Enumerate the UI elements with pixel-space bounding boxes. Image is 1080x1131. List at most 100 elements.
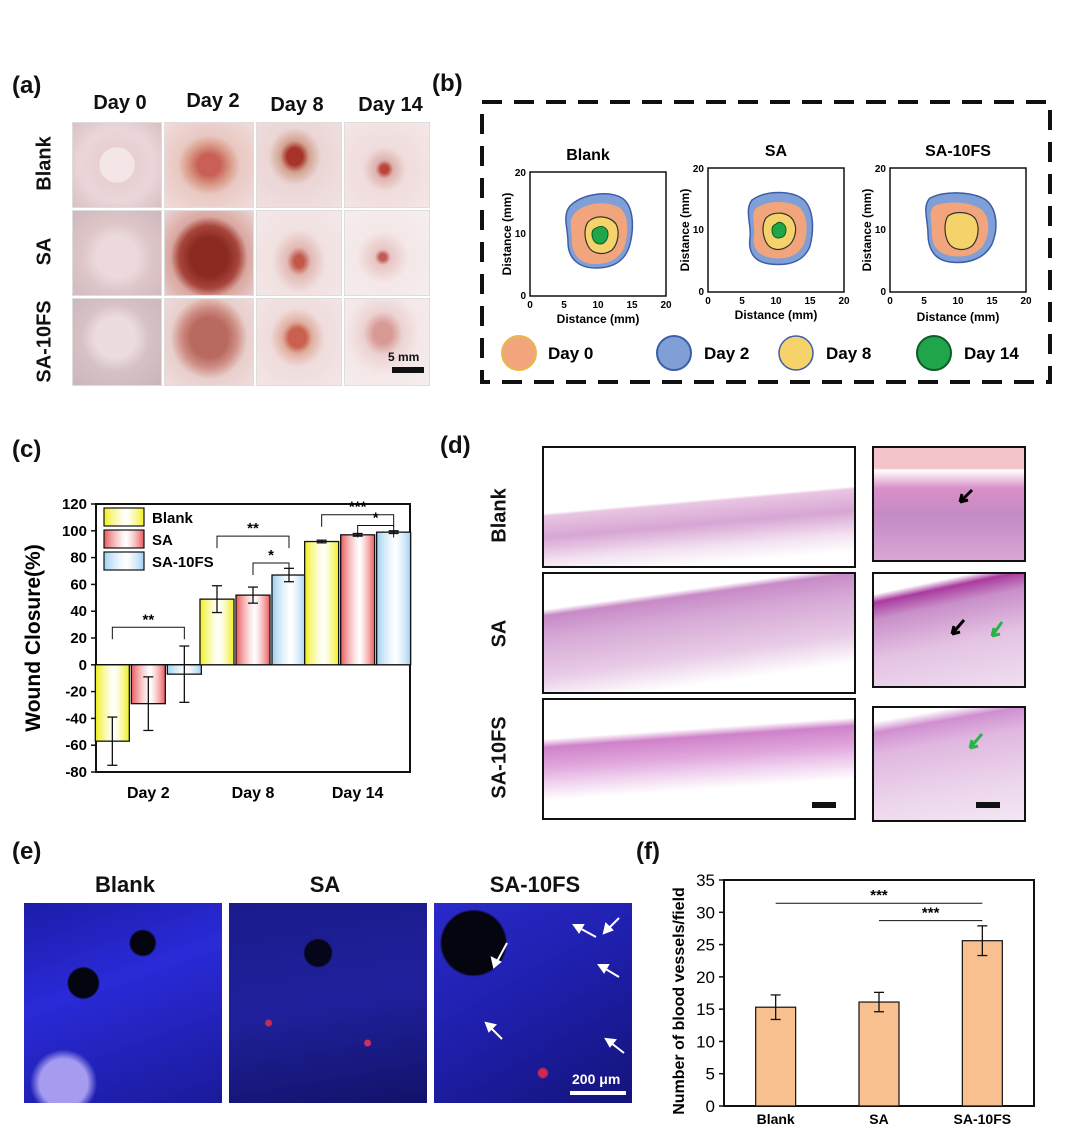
chart-c-legend-label: SA [152, 532, 173, 549]
chart-f-category-label: SA [869, 1111, 888, 1127]
chart-f-category-label: Blank [757, 1111, 795, 1127]
chart-c-bar [199, 598, 235, 666]
chart-c-significance-label: ** [142, 611, 154, 628]
chart-f-ylabel: Number of blood vessels/field [671, 887, 688, 1115]
chart-c-significance-label: *** [349, 499, 367, 516]
tick-y-20-sa10fs: 20 [875, 164, 887, 175]
chart-c-significance-label: * [373, 509, 379, 526]
chart-f-ytick-label: 35 [696, 871, 715, 890]
histology-row-label-sa10fs: SA-10FS [488, 716, 511, 799]
chart-f-significance-label: *** [922, 905, 940, 922]
legend-label-day8: Day 8 [826, 344, 871, 363]
panel-label-d: (d) [440, 432, 471, 459]
tick-y-10-blank: 10 [515, 229, 527, 240]
chart-c-legend-swatch [103, 529, 145, 549]
xlabel-sa10fs: Distance (mm) [917, 310, 1000, 324]
chart-c-legend-swatch [103, 551, 145, 571]
chart-f-ytick-label: 25 [696, 936, 715, 955]
histology-sa-overview [542, 572, 856, 694]
ylabel-sa10fs: Distance (mm) [860, 189, 874, 272]
arrow-green-icon [990, 621, 1004, 638]
fluor-title-blank: Blank [95, 872, 155, 897]
wound-photo-sa10fs-day8 [256, 298, 342, 386]
histology-sa10fs-zoom [872, 706, 1026, 822]
tick-y-10-sa10fs: 10 [875, 225, 887, 236]
fluor-scale-label: 200 μm [572, 1071, 621, 1087]
fluorescence-blank [24, 903, 222, 1103]
wound-photo-sa10fs-day2 [164, 298, 254, 386]
histology-sa-zoom [872, 572, 1026, 688]
chart-c-ytick-label: -20 [65, 684, 87, 701]
chart-c-significance-bracket [216, 535, 290, 549]
chart-c-legend-label: SA-10FS [152, 554, 214, 571]
tick-x-10-sa: 10 [770, 296, 782, 307]
tick-x-15-blank: 15 [626, 300, 638, 311]
wound-photo-blank-day2 [164, 122, 254, 208]
chart-f-category-label: SA-10FS [954, 1111, 1012, 1127]
chart-c-ytick-label: -80 [65, 764, 87, 781]
tick-y-10-sa: 10 [693, 225, 705, 236]
tick-y-20-blank: 20 [515, 168, 527, 179]
wound-photo-sa10fs-day0 [72, 298, 162, 386]
wound-photo-blank-day0 [72, 122, 162, 208]
wound-photo-sa-day14 [344, 210, 430, 296]
contour-blank-day14 [591, 225, 609, 245]
tick-x-5-sa: 5 [739, 296, 745, 307]
chart-c-significance-label: ** [247, 520, 259, 537]
chart-c-category-label: Day 2 [127, 785, 170, 802]
scale-label-5mm: 5 mm [388, 350, 420, 364]
chart-c-significance-bracket [111, 626, 185, 640]
tick-x-20-sa10fs: 20 [1020, 296, 1032, 307]
column-header-day0: Day 0 [93, 92, 147, 114]
column-header-day8: Day 8 [270, 94, 324, 116]
xlabel-blank: Distance (mm) [557, 312, 640, 326]
dashed-border [480, 100, 1052, 384]
chart-f-ytick-label: 10 [696, 1032, 715, 1051]
tick-y-0-sa: 0 [698, 287, 704, 298]
tick-y-20-sa: 20 [693, 164, 705, 175]
fluorescence-sa [229, 903, 427, 1103]
row-label-sa: SA [33, 237, 56, 266]
wound-photo-sa-day2 [164, 210, 254, 296]
chart-c-significance-label: * [268, 547, 274, 564]
contour-panel: Blank SA SA-10FS 0 5 10 15 20 0 5 10 15 … [480, 100, 1052, 384]
chart-f-ytick-label: 5 [706, 1065, 715, 1084]
chart-c-bar [304, 540, 340, 666]
tick-x-0-blank: 0 [527, 300, 533, 311]
chart-c-ytick-label: 100 [62, 523, 87, 540]
chart-c-ylabel: Wound Closure(%) [22, 544, 45, 731]
chart-c-significance-bracket [321, 514, 395, 527]
fluor-scale-bar [570, 1091, 626, 1095]
ylabel-sa: Distance (mm) [678, 189, 692, 272]
chart-c-bar [340, 534, 376, 666]
tick-x-0-sa10fs: 0 [887, 296, 893, 307]
histology-row-label-sa: SA [488, 619, 511, 648]
chart-f-bar [961, 940, 1003, 1107]
histology-scale-bar-overview [812, 802, 836, 808]
legend-swatch-day0 [501, 335, 537, 371]
chart-c-bar [376, 531, 412, 666]
blood-vessel-chart: 0 5 10 15 20 25 30 35 Number of blood vessels/fi… [671, 871, 1035, 1127]
wound-photo-blank-day14 [344, 122, 430, 208]
tick-y-0-sa10fs: 0 [880, 287, 886, 298]
arrow-black-icon [950, 619, 966, 636]
chart-c-category-label: Day 8 [232, 785, 275, 802]
tick-x-20-blank: 20 [660, 300, 672, 311]
wound-closure-chart: -80 -60 -40 -20 0 20 40 60 80 100 120 Wound Closure… [22, 496, 412, 802]
wound-photo-sa-day0 [72, 210, 162, 296]
legend-swatch-day2 [656, 335, 692, 371]
chart-c-ytick-label: 20 [70, 630, 87, 647]
panel-label-e: (e) [12, 838, 42, 865]
column-header-day2: Day 2 [186, 90, 240, 112]
chart-c-ytick-label: 60 [70, 576, 87, 593]
contour-title-blank: Blank [566, 147, 610, 164]
histology-sa10fs-overview [542, 698, 856, 820]
chart-f-bar [858, 1001, 900, 1107]
histology-blank-overview [542, 446, 856, 568]
ylabel-blank: Distance (mm) [500, 193, 514, 276]
contour-title-sa: SA [765, 143, 788, 160]
fluor-title-sa10fs: SA-10FS [489, 872, 581, 897]
chart-f-ytick-label: 30 [696, 903, 715, 922]
tick-x-10-blank: 10 [592, 300, 604, 311]
row-label-sa10fs: SA-10FS [33, 300, 56, 383]
